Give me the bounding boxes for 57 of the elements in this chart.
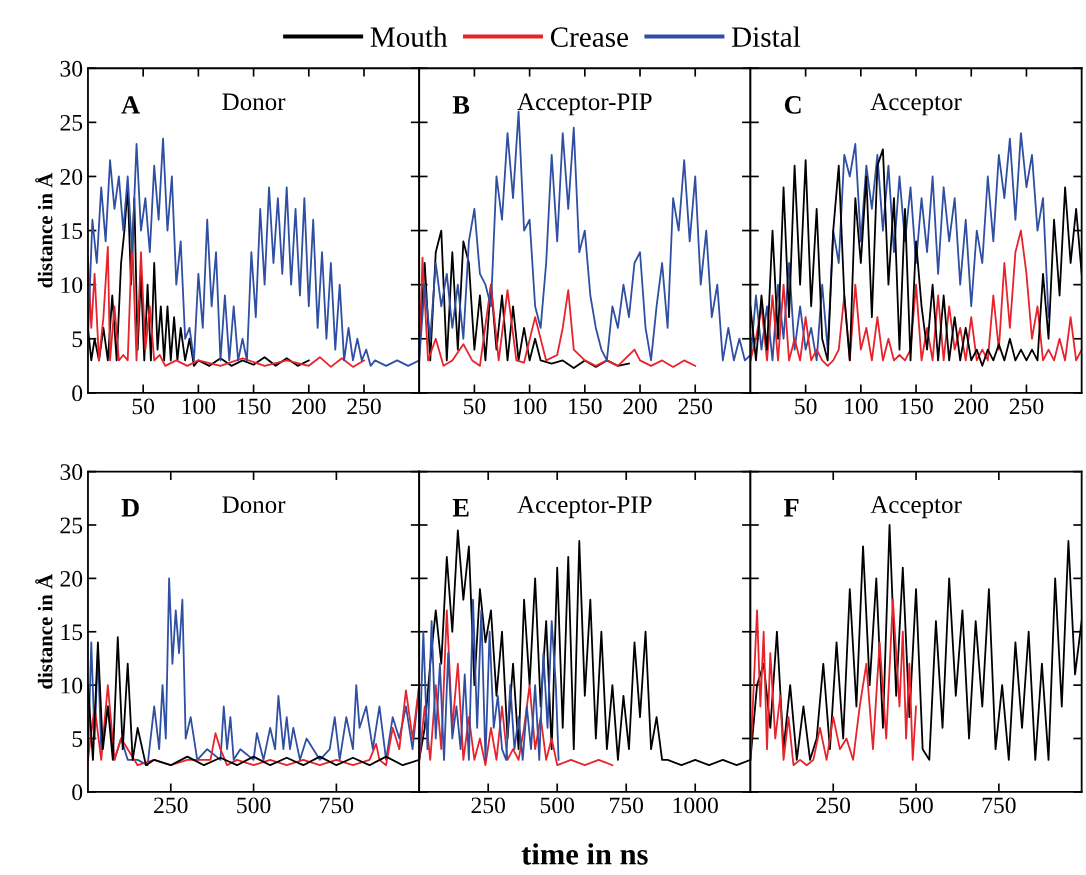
x-tick-label: 500 (237, 797, 271, 814)
x-tick-label: 100 (513, 398, 547, 415)
y-axis-title: distance in Å (35, 172, 53, 288)
annotation: C (784, 96, 801, 114)
y-tick-label: 0 (72, 385, 83, 402)
y-tick-label: 20 (60, 168, 83, 185)
x-tick-label: 100 (845, 398, 878, 415)
x-tick-label: 50 (795, 398, 817, 415)
y-tick-label: 25 (60, 517, 83, 534)
x-tick-label: 200 (623, 398, 657, 415)
x-tick-label: 100 (182, 398, 216, 415)
annotation: Donor (222, 93, 286, 111)
x-tick-label: 50 (132, 398, 155, 415)
annotation: E (452, 499, 469, 517)
legend-label: Mouth (370, 26, 448, 47)
annotation: Acceptor-PIP (517, 93, 652, 116)
x-tick-label: 250 (154, 797, 188, 814)
y-tick-label: 30 (60, 464, 83, 481)
x-tick-label: 250 (1009, 398, 1044, 415)
annotation: Acceptor-PIP (517, 496, 652, 519)
x-tick-label: 750 (320, 797, 354, 814)
y-tick-label: 10 (61, 677, 83, 694)
x-tick-label: 500 (899, 797, 933, 814)
y-tick-label: 30 (60, 60, 83, 77)
x-tick-label: 250 (347, 398, 381, 415)
x-tick-label: 500 (540, 797, 575, 814)
x-tick-label: 250 (816, 797, 851, 814)
x-tick-label: 250 (678, 398, 713, 415)
x-tick-label: 1000 (673, 797, 718, 814)
annotation: D (121, 499, 139, 517)
y-tick-label: 15 (61, 624, 83, 641)
legend-label: Distal (731, 26, 801, 47)
annotation: Acceptor (870, 93, 962, 116)
annotation: B (452, 96, 470, 114)
x-tick-label: 200 (954, 398, 989, 415)
x-tick-label: 750 (610, 797, 644, 814)
x-axis-title: time in ns (521, 843, 648, 865)
annotation: Acceptor (870, 496, 962, 519)
y-axis-title: distance in Å (35, 574, 53, 689)
x-tick-label: 150 (237, 398, 271, 415)
x-tick-label: 250 (471, 797, 506, 814)
x-tick-label: 200 (292, 398, 326, 415)
x-tick-label: 50 (463, 398, 486, 415)
legend-label: Crease (550, 27, 629, 47)
y-tick-label: 20 (60, 570, 83, 587)
x-tick-label: 750 (982, 797, 1016, 814)
annotation: A (121, 96, 140, 114)
y-tick-label: 0 (72, 784, 83, 801)
y-tick-label: 5 (72, 331, 83, 348)
x-tick-label: 150 (569, 398, 602, 415)
y-tick-label: 15 (61, 223, 83, 239)
y-tick-label: 25 (60, 114, 83, 131)
x-tick-label: 150 (900, 398, 933, 415)
annotation: Donor (222, 496, 286, 514)
y-tick-label: 10 (61, 277, 83, 294)
annotation: F (784, 499, 799, 517)
y-tick-label: 5 (72, 731, 83, 747)
